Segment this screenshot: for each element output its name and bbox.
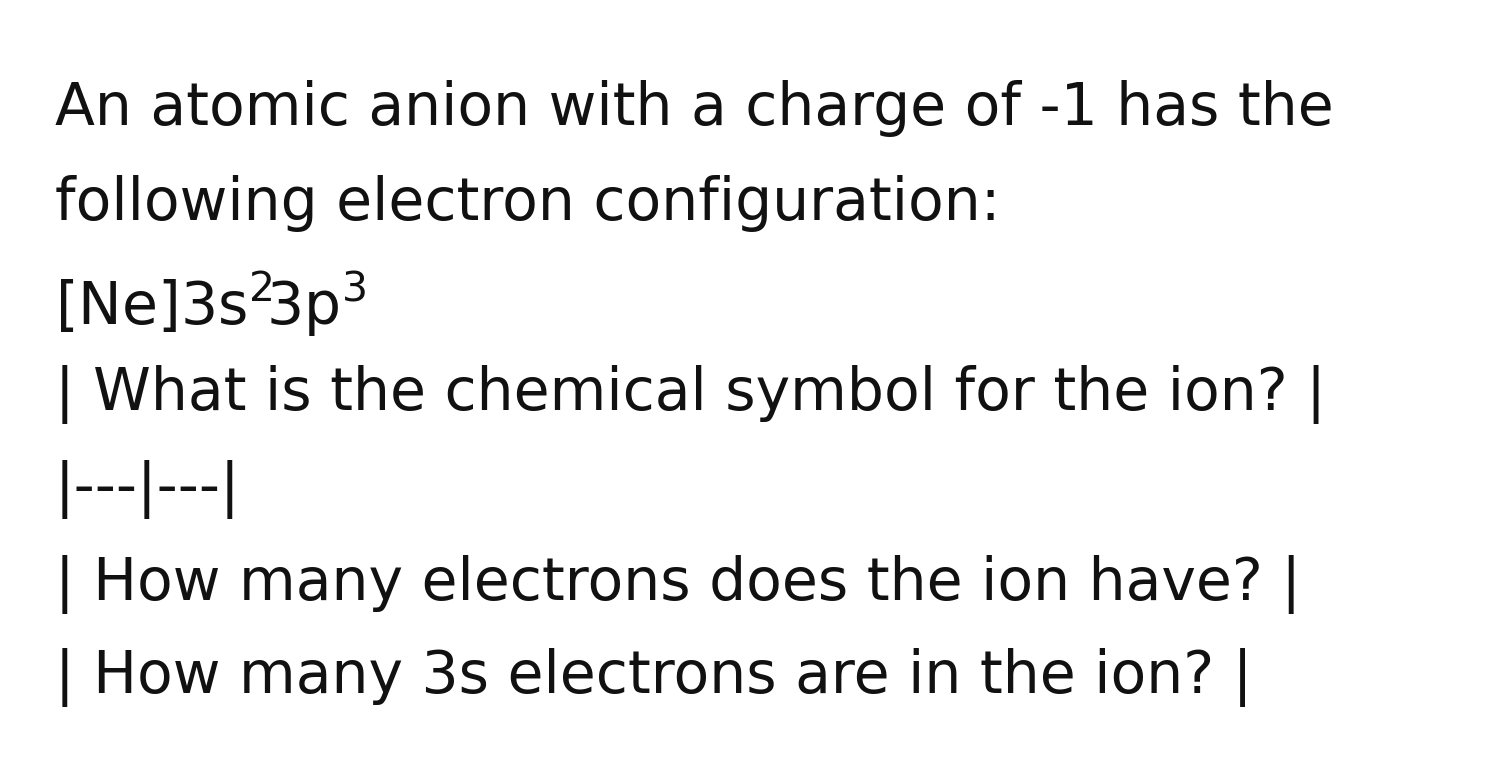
Text: $\mathsf{[Ne]3s^2\!3p^3}$: $\mathsf{[Ne]3s^2\!3p^3}$ [56,270,366,339]
Text: | How many electrons does the ion have? |: | How many electrons does the ion have? … [56,555,1300,614]
Text: | What is the chemical symbol for the ion? |: | What is the chemical symbol for the io… [56,365,1326,424]
Text: following electron configuration:: following electron configuration: [56,175,1000,232]
Text: An atomic anion with a charge of -1 has the: An atomic anion with a charge of -1 has … [56,80,1334,137]
Text: | How many 3s electrons are in the ion? |: | How many 3s electrons are in the ion? … [56,648,1252,707]
Text: |---|---|: |---|---| [56,460,240,519]
